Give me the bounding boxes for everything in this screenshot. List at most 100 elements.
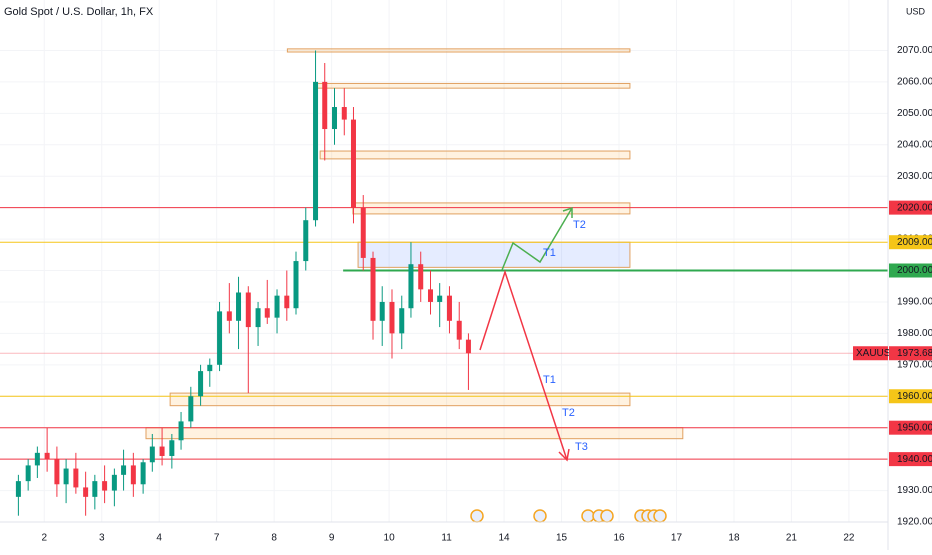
candle-body xyxy=(159,446,165,456)
candle-body xyxy=(188,396,194,422)
x-tick-label: 17 xyxy=(671,533,683,544)
candle-body xyxy=(360,207,366,258)
last-price-name-badge xyxy=(853,346,888,361)
x-tick-label: 9 xyxy=(329,533,335,544)
level-label: 2020.00 xyxy=(897,202,932,213)
target-label: T2 xyxy=(573,219,586,231)
level-badge xyxy=(889,452,932,467)
candle-body xyxy=(111,474,117,491)
target-label: T3 xyxy=(575,441,588,453)
y-tick-label: 2040.00 xyxy=(897,139,932,150)
candle-body xyxy=(313,81,319,221)
candle-body xyxy=(264,308,270,318)
candle-body xyxy=(149,446,155,463)
y-tick-label: 1920.00 xyxy=(897,517,932,528)
zone xyxy=(357,241,631,268)
arrow-head xyxy=(562,206,573,218)
axis-layer: 1920.00 1930.00 1940.00 1950.00 1960.00 1970.… xyxy=(41,45,932,544)
zone xyxy=(314,82,631,89)
candle-body xyxy=(178,421,184,441)
candle-body xyxy=(427,289,433,302)
x-tick-label: 16 xyxy=(613,533,625,544)
candle-body xyxy=(217,311,223,365)
candle-body xyxy=(332,107,338,130)
candle-body xyxy=(83,487,89,497)
candle-body xyxy=(418,264,424,290)
candle-body xyxy=(370,257,376,321)
last-price-label: 1973.68 xyxy=(897,348,932,359)
candle-body xyxy=(54,459,60,485)
candle-body xyxy=(284,295,290,309)
x-tick-label: 14 xyxy=(498,533,510,544)
projection-up xyxy=(501,206,573,271)
y-tick-label: 2060.00 xyxy=(897,77,932,88)
candle-body xyxy=(389,301,395,334)
arrow-head xyxy=(558,448,570,462)
candle-body xyxy=(437,295,443,302)
candle-body xyxy=(63,468,69,485)
candle-body xyxy=(25,465,31,482)
event-icon[interactable] xyxy=(581,509,595,523)
x-tick-label: 4 xyxy=(156,533,162,544)
candle-body xyxy=(73,468,79,488)
zone xyxy=(286,48,631,53)
x-tick-label: 7 xyxy=(214,533,220,544)
level-badge xyxy=(889,235,932,250)
y-tick-label: 2030.00 xyxy=(897,171,932,182)
zone xyxy=(145,427,684,440)
x-tick-label: 15 xyxy=(556,533,568,544)
candles-layer xyxy=(15,50,471,516)
candle-body xyxy=(121,465,127,475)
event-icon[interactable] xyxy=(470,509,484,523)
chart-title: Gold Spot / U.S. Dollar, 1h, FX xyxy=(4,6,154,18)
last-price-name: XAUUSD xyxy=(856,348,898,359)
level-label: 2000.00 xyxy=(897,265,932,276)
candle-body xyxy=(274,295,280,318)
candle-body xyxy=(341,107,347,120)
y-tick-label: 1980.00 xyxy=(897,328,932,339)
projection-path xyxy=(479,269,568,461)
projection-down xyxy=(479,269,570,462)
x-tick-label: 21 xyxy=(786,533,798,544)
candle-body xyxy=(446,295,452,321)
level-badge xyxy=(889,200,932,215)
event-icon[interactable] xyxy=(653,509,667,523)
candle-body xyxy=(245,292,251,328)
candle-body xyxy=(456,320,462,340)
candle-body xyxy=(102,481,108,491)
candle-body xyxy=(399,308,405,334)
target-label: T1 xyxy=(543,374,556,386)
candle-body xyxy=(226,311,232,321)
candle-body xyxy=(207,364,213,372)
y-tick-label: 1930.00 xyxy=(897,485,932,496)
candle-body xyxy=(169,440,175,456)
level-badge xyxy=(889,389,932,404)
level-label: 1960.00 xyxy=(897,391,932,402)
level-label: 1940.00 xyxy=(897,454,932,465)
levels-layer xyxy=(0,207,888,460)
y-tick-label: 1970.00 xyxy=(897,359,932,370)
level-label: 1950.00 xyxy=(897,422,932,433)
x-tick-label: 11 xyxy=(441,533,452,544)
zone xyxy=(319,150,631,160)
candle-body xyxy=(34,452,40,466)
x-tick-label: 22 xyxy=(843,533,855,544)
candle-body xyxy=(15,481,21,497)
candle-body xyxy=(92,481,98,497)
candle-body xyxy=(255,308,261,328)
event-icon[interactable] xyxy=(600,509,614,523)
target-label: T1 xyxy=(543,247,556,259)
candle-body xyxy=(322,81,328,130)
x-tick-label: 2 xyxy=(41,533,47,544)
zone xyxy=(352,202,631,215)
x-tick-label: 10 xyxy=(384,533,396,544)
candle-body xyxy=(303,220,309,262)
projection-path xyxy=(501,207,573,271)
candle-body xyxy=(293,261,299,309)
y-tick-label: 2070.00 xyxy=(897,45,932,56)
y-tick-label: 2050.00 xyxy=(897,108,932,119)
event-icon[interactable] xyxy=(533,509,547,523)
candle-body xyxy=(140,462,146,485)
